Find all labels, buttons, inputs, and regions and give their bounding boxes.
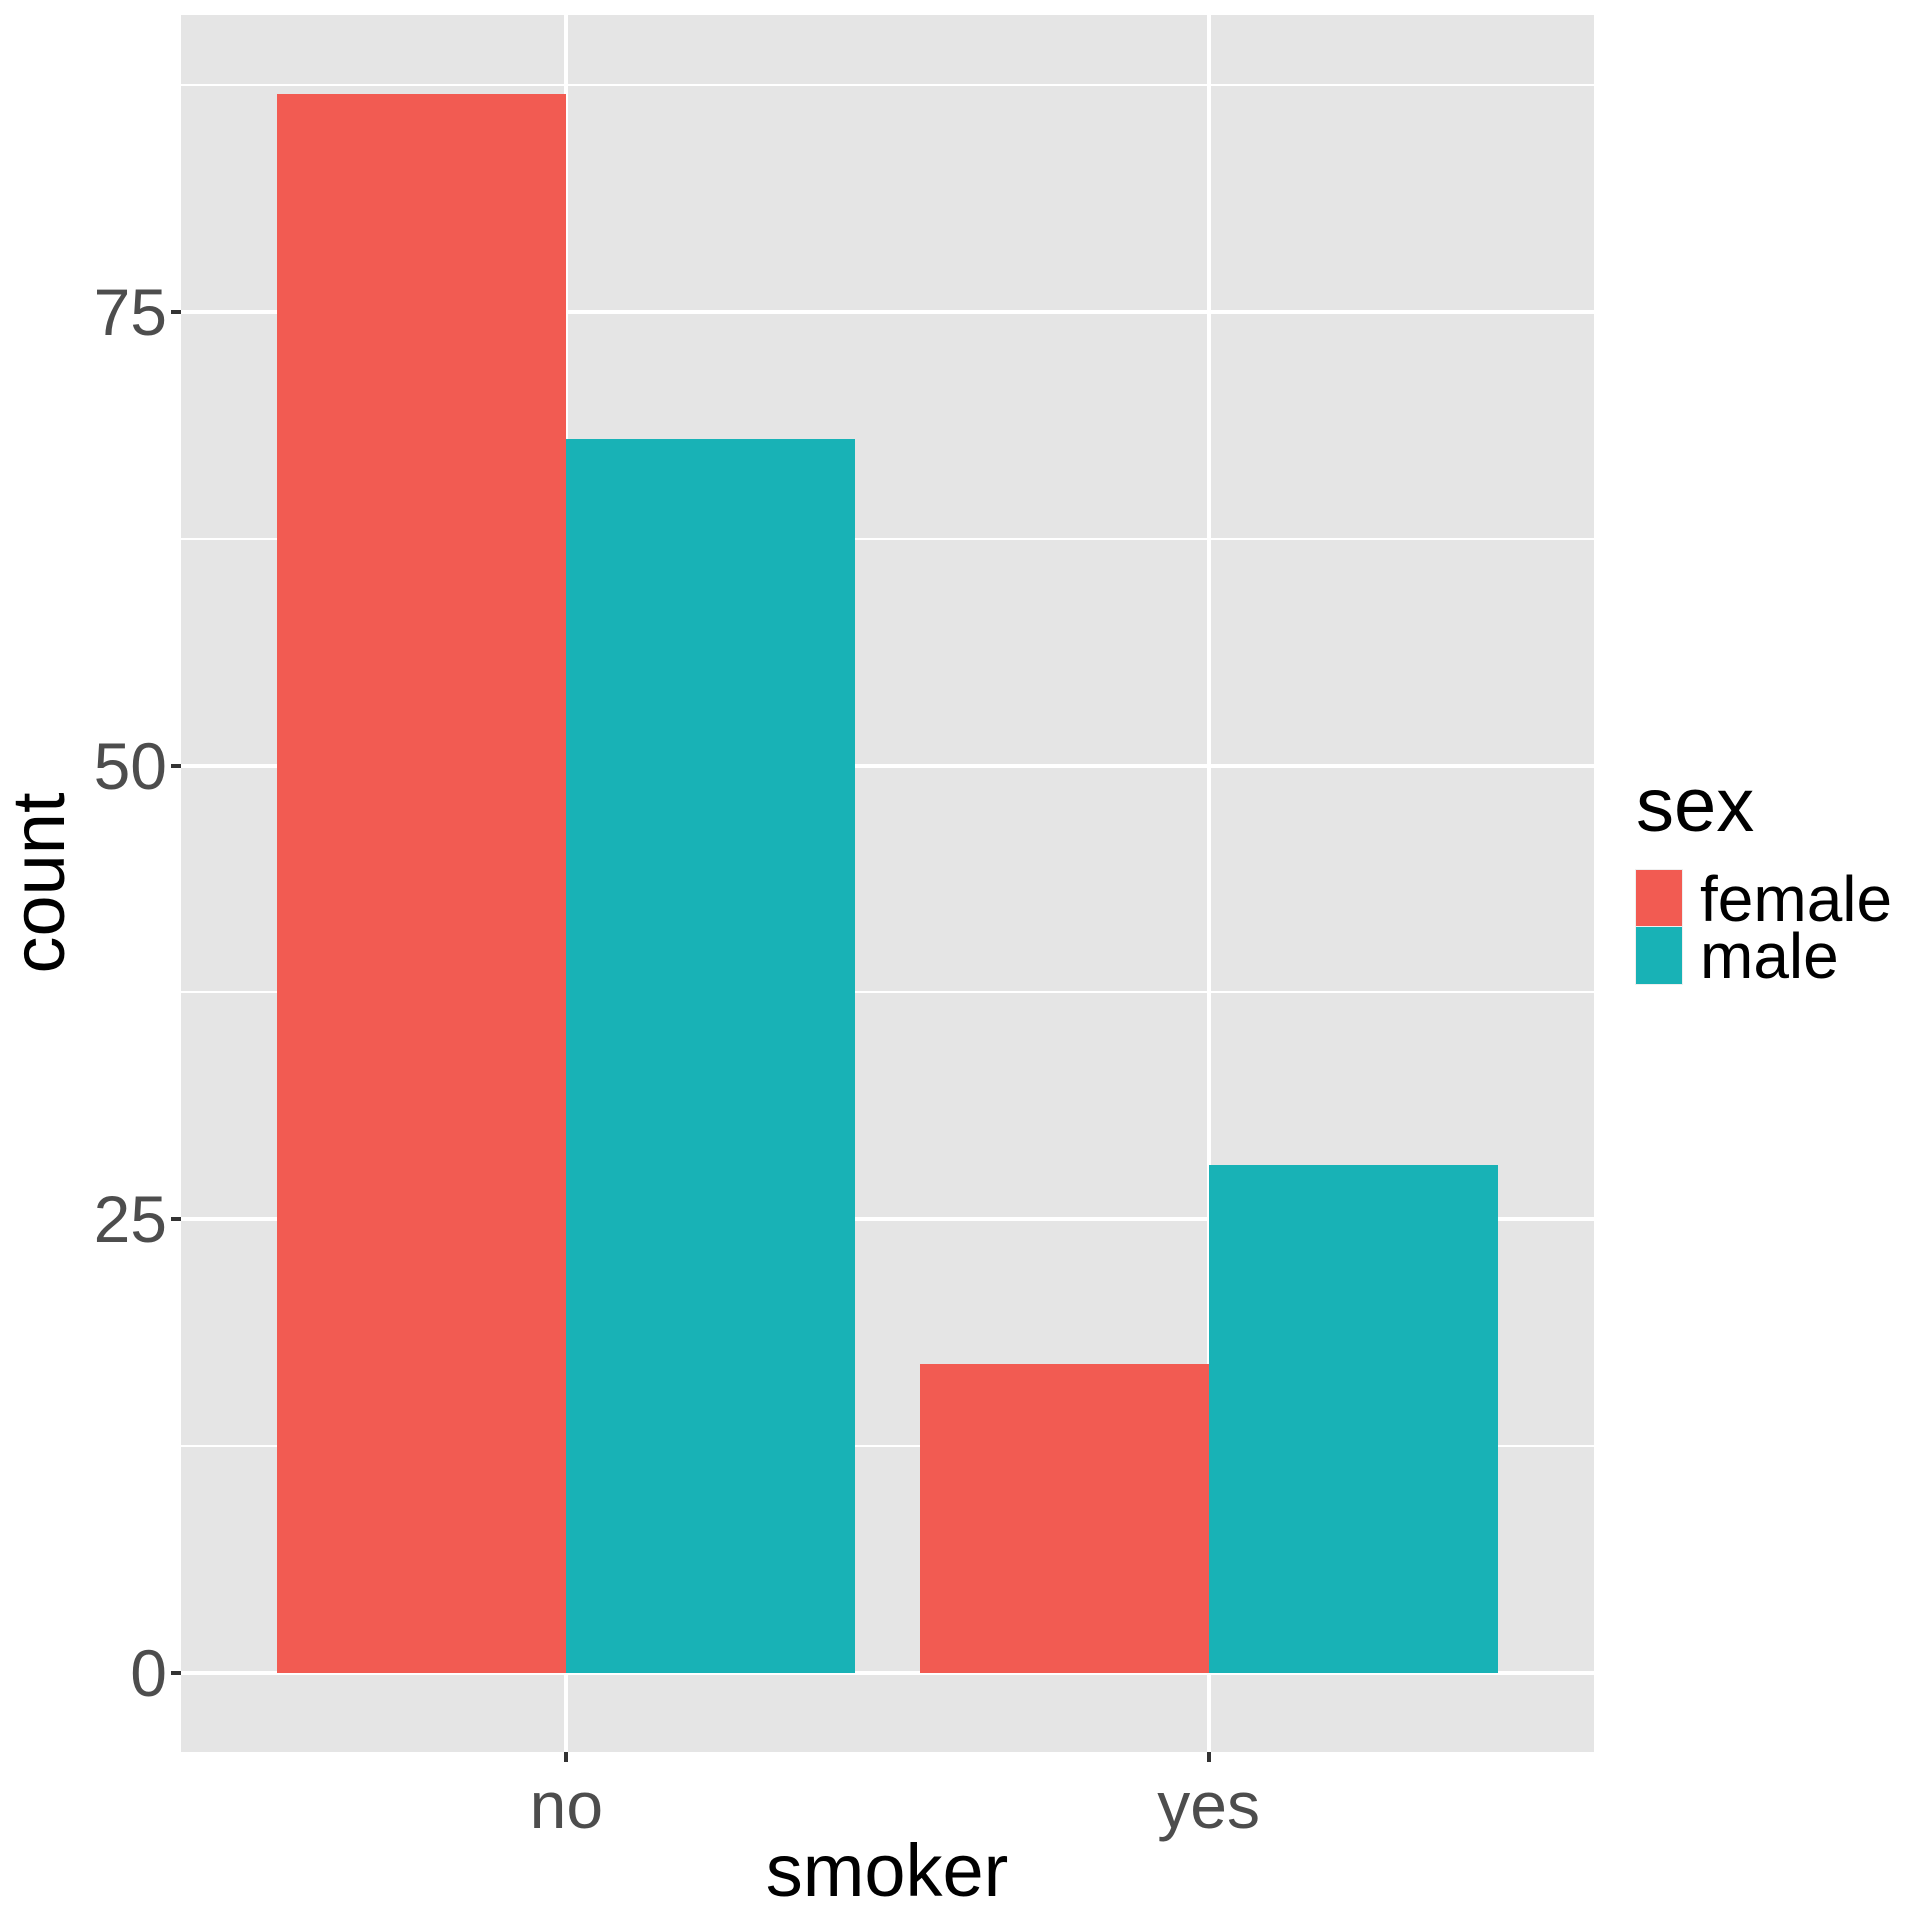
y-tick-label-75: 75 (93, 274, 167, 349)
gridline-minor-y-62.5 (181, 537, 1594, 540)
legend: sex female male (1636, 763, 1892, 988)
gridline-minor-y-87.5 (181, 83, 1594, 86)
legend-swatch-male (1636, 927, 1682, 984)
legend-item-female: female (1636, 867, 1892, 931)
legend-item-male: male (1636, 924, 1892, 988)
y-tick-mark-0 (171, 1671, 181, 1676)
bar-yes-male (1208, 1164, 1498, 1674)
legend-label-female: female (1700, 862, 1893, 935)
legend-title: sex (1636, 763, 1755, 848)
gridline-major-x-yes (1206, 15, 1211, 1752)
x-tick-label-no: no (529, 1768, 604, 1842)
legend-swatch-female (1636, 870, 1682, 927)
legend-label-male: male (1700, 919, 1839, 992)
y-axis: 0 25 50 75 (0, 15, 181, 1752)
x-axis: no yes (181, 1752, 1594, 1882)
gridline-major-y-25 (181, 1217, 1594, 1222)
y-tick-mark-50 (171, 763, 181, 768)
gridline-minor-y-12.5 (181, 1445, 1594, 1448)
gridline-major-y-75 (181, 309, 1594, 314)
plot-panel (181, 15, 1594, 1752)
x-tick-mark-no (564, 1752, 569, 1762)
bar-no-female (277, 93, 567, 1674)
x-tick-mark-yes (1206, 1752, 1211, 1762)
gridline-major-y-0 (181, 1671, 1594, 1676)
gridline-major-y-50 (181, 763, 1594, 768)
y-tick-label-25: 25 (93, 1182, 167, 1257)
gridline-minor-y-37.5 (181, 991, 1594, 994)
x-tick-label-yes: yes (1157, 1768, 1260, 1842)
y-tick-mark-25 (171, 1217, 181, 1222)
bar-yes-female (919, 1364, 1209, 1674)
y-tick-mark-75 (171, 309, 181, 314)
x-axis-title: smoker (765, 1829, 1009, 1912)
y-axis-title: count (0, 792, 80, 974)
y-tick-label-50: 50 (93, 728, 167, 803)
bar-no-male (566, 438, 856, 1674)
legend-items: female male (1636, 867, 1892, 988)
y-tick-label-0: 0 (130, 1636, 167, 1711)
